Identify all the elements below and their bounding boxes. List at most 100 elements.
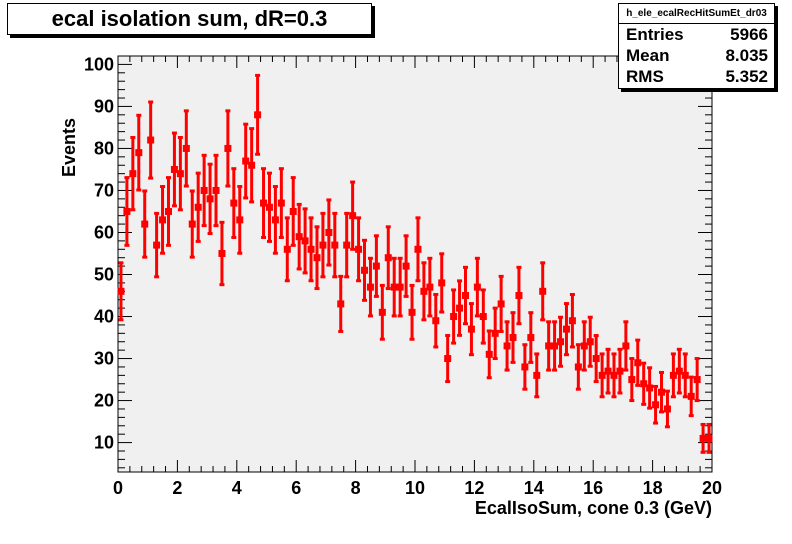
x-tick-label: 10 [405,478,425,498]
data-point [372,262,380,270]
data-point [408,308,416,316]
data-point [485,350,493,358]
data-point [153,241,161,249]
data-point [295,233,303,241]
data-point [200,186,208,194]
data-point [366,283,374,291]
data-point [669,371,677,379]
stats-value: 8.035 [725,46,768,65]
x-axis-title: EcalIsoSum, cone 0.3 (GeV) [475,498,712,518]
data-point [604,367,612,375]
x-tick-label: 16 [583,478,603,498]
data-point [527,334,535,342]
data-point [521,363,529,371]
data-point [515,292,523,300]
y-tick-label: 40 [94,307,114,327]
data-point [557,338,565,346]
data-point [164,207,172,215]
stats-value: 5966 [730,25,768,44]
data-point [687,392,695,400]
stats-row-mean: Mean 8.035 [619,45,774,66]
data-point [301,237,309,245]
y-tick-label: 10 [94,433,114,453]
data-point [580,342,588,350]
data-point [681,371,689,379]
data-point [361,266,369,274]
data-point [675,367,683,375]
data-point [503,342,511,350]
x-tick-label: 18 [643,478,663,498]
data-point [271,216,279,224]
data-point [705,434,713,442]
data-point [123,207,131,215]
data-point [307,245,315,253]
y-tick-label: 90 [94,96,114,116]
y-axis-title: Events [59,118,79,177]
data-point [592,355,600,363]
stats-histogram-name: h_ele_ecalRecHitSumEt_dr03 [619,4,774,24]
y-tick-label: 70 [94,180,114,200]
data-point [634,359,642,367]
y-tick-label: 50 [94,265,114,285]
data-point [343,241,351,249]
data-point [432,317,440,325]
data-point [574,363,582,371]
y-tick-label: 80 [94,138,114,158]
data-point [473,283,481,291]
stats-label: Mean [626,46,670,65]
data-point [586,338,594,346]
stats-value: 5.352 [725,67,768,86]
data-point [206,195,214,203]
y-tick-label: 20 [94,391,114,411]
x-tick-label: 0 [113,478,123,498]
y-tick-label: 100 [84,54,114,74]
data-point [265,203,273,211]
data-point [236,216,244,224]
data-point [545,342,553,350]
data-point [461,292,469,300]
data-point [325,228,333,236]
data-point [622,342,630,350]
data-point [170,165,178,173]
data-point [289,207,297,215]
data-point [414,245,422,253]
tick-labels: 0 2 4 6 8 10 12 14 16 18 20 10 20 30 40 50 60 70 80 90 100 [84,54,722,498]
data-point [248,161,256,169]
data-point [242,157,250,165]
stats-row-rms: RMS 5.352 [619,66,774,87]
data-point [438,279,446,287]
data-point [218,249,226,257]
data-point [135,149,143,157]
data-point [568,317,576,325]
data-point [699,434,707,442]
data-markers [117,111,713,442]
plot-frame [117,55,713,473]
data-point [313,254,321,262]
x-tick-label: 6 [291,478,301,498]
stats-label: Entries [626,25,684,44]
y-tick-label: 60 [94,222,114,242]
data-point [378,308,386,316]
stats-label: RMS [626,67,664,86]
data-point [450,313,458,321]
data-point [509,334,517,342]
data-point [426,283,434,291]
data-point [533,371,541,379]
data-point [331,241,339,249]
data-point [147,136,155,144]
x-tick-label: 12 [464,478,484,498]
data-point [390,283,398,291]
data-point [693,376,701,384]
data-point [141,220,149,228]
data-point [652,401,660,409]
data-point [479,313,487,321]
data-point [444,355,452,363]
data-point [539,287,547,295]
data-point [663,405,671,413]
data-point [224,144,232,152]
data-point [260,199,268,207]
data-point [319,241,327,249]
data-point [562,325,570,333]
data-point [402,262,410,270]
data-point [188,220,196,228]
